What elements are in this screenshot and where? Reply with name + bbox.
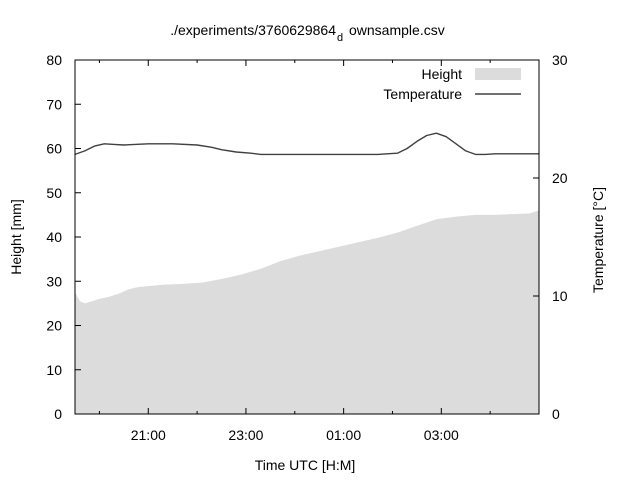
y2-tick-label: 0 [552,406,560,422]
axes: 0 10 20 30 40 50 60 70 80 0 10 20 30 21:00 23:00 01:00 0… [46,52,567,443]
y2-tick-label: 10 [552,288,568,304]
y2-tick-label: 30 [552,52,568,68]
x-tick-label: 21:00 [131,427,166,443]
y-axis-label: Height [mm] [8,199,24,274]
y-tick-label: 10 [46,362,62,378]
y-tick-label: 70 [46,96,62,112]
y-tick-label: 20 [46,318,62,334]
y2-tick-label: 20 [552,170,568,186]
y-tick-label: 50 [46,185,62,201]
chart-title-subscript: d [337,32,343,44]
x-tick-label: 01:00 [326,427,361,443]
y-tick-label: 60 [46,141,62,157]
temperature-line [74,132,539,156]
y-tick-label: 0 [54,406,62,422]
chart-title-main: ./experiments/3760629864 [170,22,336,38]
y-tick-label: 40 [46,229,62,245]
x-tick-label: 23:00 [228,427,263,443]
height-area [75,210,539,414]
legend-label-temperature: Temperature [383,86,462,102]
x-axis-label: Time UTC [H:M] [255,457,356,473]
y2-axis-label: Temperature [°C] [590,187,606,293]
y-tick-label: 80 [46,52,62,68]
chart-title: ./experiments/3760629864 d ownsample.csv [170,22,445,44]
plot-series [74,132,539,414]
legend-label-height: Height [422,66,463,82]
chart-title-suffix: ownsample.csv [349,22,445,38]
x-tick-label: 03:00 [424,427,459,443]
y-tick-label: 30 [46,273,62,289]
legend: Height Temperature [383,66,521,102]
legend-swatch-height [475,68,521,80]
